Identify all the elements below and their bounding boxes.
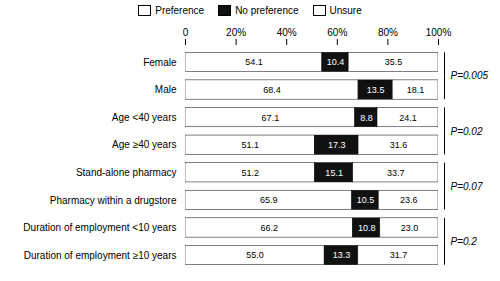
svg-text:Female: Female bbox=[143, 57, 177, 68]
svg-text:51.1: 51.1 bbox=[241, 140, 259, 150]
svg-text:31.6: 31.6 bbox=[390, 140, 408, 150]
svg-text:60%: 60% bbox=[327, 27, 347, 38]
svg-text:31.7: 31.7 bbox=[390, 250, 408, 260]
svg-text:Duration of employment ≥10 yea: Duration of employment ≥10 years bbox=[24, 250, 177, 261]
svg-text:67.1: 67.1 bbox=[262, 112, 280, 122]
svg-text:Age <40 years: Age <40 years bbox=[112, 112, 177, 123]
svg-text:15.1: 15.1 bbox=[325, 168, 343, 178]
svg-text:33.7: 33.7 bbox=[387, 168, 405, 178]
svg-text:P=0.07: P=0.07 bbox=[451, 181, 483, 192]
svg-text:13.3: 13.3 bbox=[333, 250, 351, 260]
svg-text:24.1: 24.1 bbox=[399, 112, 417, 122]
svg-text:10.5: 10.5 bbox=[357, 195, 375, 205]
html-text:Unsure: Unsure bbox=[329, 4, 362, 16]
svg-text:Age ≥40 years: Age ≥40 years bbox=[112, 139, 176, 150]
svg-text:100%: 100% bbox=[426, 27, 452, 38]
html-text:No preference: No preference bbox=[235, 4, 299, 16]
svg-text:13.5: 13.5 bbox=[367, 85, 385, 95]
html-text:Preference: Preference bbox=[155, 4, 205, 16]
svg-text:18.1: 18.1 bbox=[407, 85, 425, 95]
svg-text:23.0: 23.0 bbox=[401, 223, 419, 233]
svg-text:P=0.2: P=0.2 bbox=[451, 236, 478, 247]
svg-text:8.8: 8.8 bbox=[360, 112, 373, 122]
svg-text:20%: 20% bbox=[226, 27, 246, 38]
svg-text:54.1: 54.1 bbox=[245, 57, 263, 67]
svg-text:51.2: 51.2 bbox=[242, 168, 260, 178]
svg-text:10.4: 10.4 bbox=[327, 57, 345, 67]
svg-text:Male: Male bbox=[155, 84, 177, 95]
svg-text:P=0.005: P=0.005 bbox=[451, 70, 489, 81]
svg-text:80%: 80% bbox=[378, 27, 398, 38]
svg-text:17.3: 17.3 bbox=[328, 140, 346, 150]
svg-text:66.2: 66.2 bbox=[260, 223, 278, 233]
svg-text:55.0: 55.0 bbox=[246, 250, 264, 260]
svg-text:10.8: 10.8 bbox=[358, 223, 376, 233]
svg-text:Pharmacy within a drugstore: Pharmacy within a drugstore bbox=[50, 195, 177, 206]
svg-text:40%: 40% bbox=[277, 27, 297, 38]
svg-text:0: 0 bbox=[183, 27, 189, 38]
svg-text:23.6: 23.6 bbox=[400, 195, 418, 205]
svg-text:65.9: 65.9 bbox=[260, 195, 278, 205]
svg-text:35.5: 35.5 bbox=[385, 57, 403, 67]
svg-text:P=0.02: P=0.02 bbox=[451, 126, 483, 137]
svg-text:68.4: 68.4 bbox=[263, 85, 281, 95]
svg-text:Duration of employment <10 yea: Duration of employment <10 years bbox=[23, 222, 176, 233]
svg-text:Stand-alone pharmacy: Stand-alone pharmacy bbox=[76, 167, 177, 178]
